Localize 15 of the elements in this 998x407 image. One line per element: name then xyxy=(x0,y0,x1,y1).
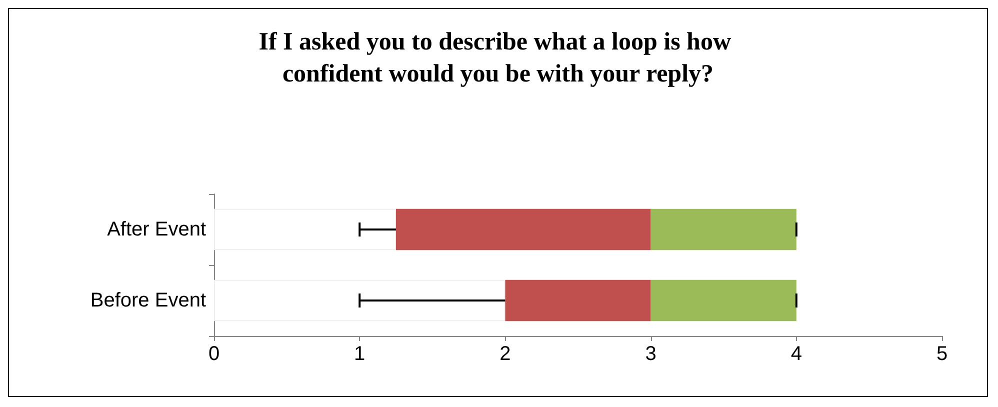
bar xyxy=(650,208,796,250)
x-tick-label: 3 xyxy=(645,343,656,365)
bar xyxy=(505,280,651,322)
bar xyxy=(214,208,396,250)
x-tick-label: 1 xyxy=(354,343,366,365)
bar xyxy=(650,280,796,322)
bar xyxy=(396,208,651,250)
x-tick-label: 5 xyxy=(936,343,948,365)
y-tick-label: Before Event xyxy=(90,290,206,312)
chart-title: If I asked you to describe what a loop is how confident would you be with your reply? xyxy=(258,28,738,88)
bar xyxy=(214,280,506,322)
x-tick-label: 2 xyxy=(500,343,511,365)
x-tick-label: 4 xyxy=(790,343,802,365)
x-tick-label: 0 xyxy=(208,343,220,365)
y-tick-label: After Event xyxy=(107,218,206,240)
